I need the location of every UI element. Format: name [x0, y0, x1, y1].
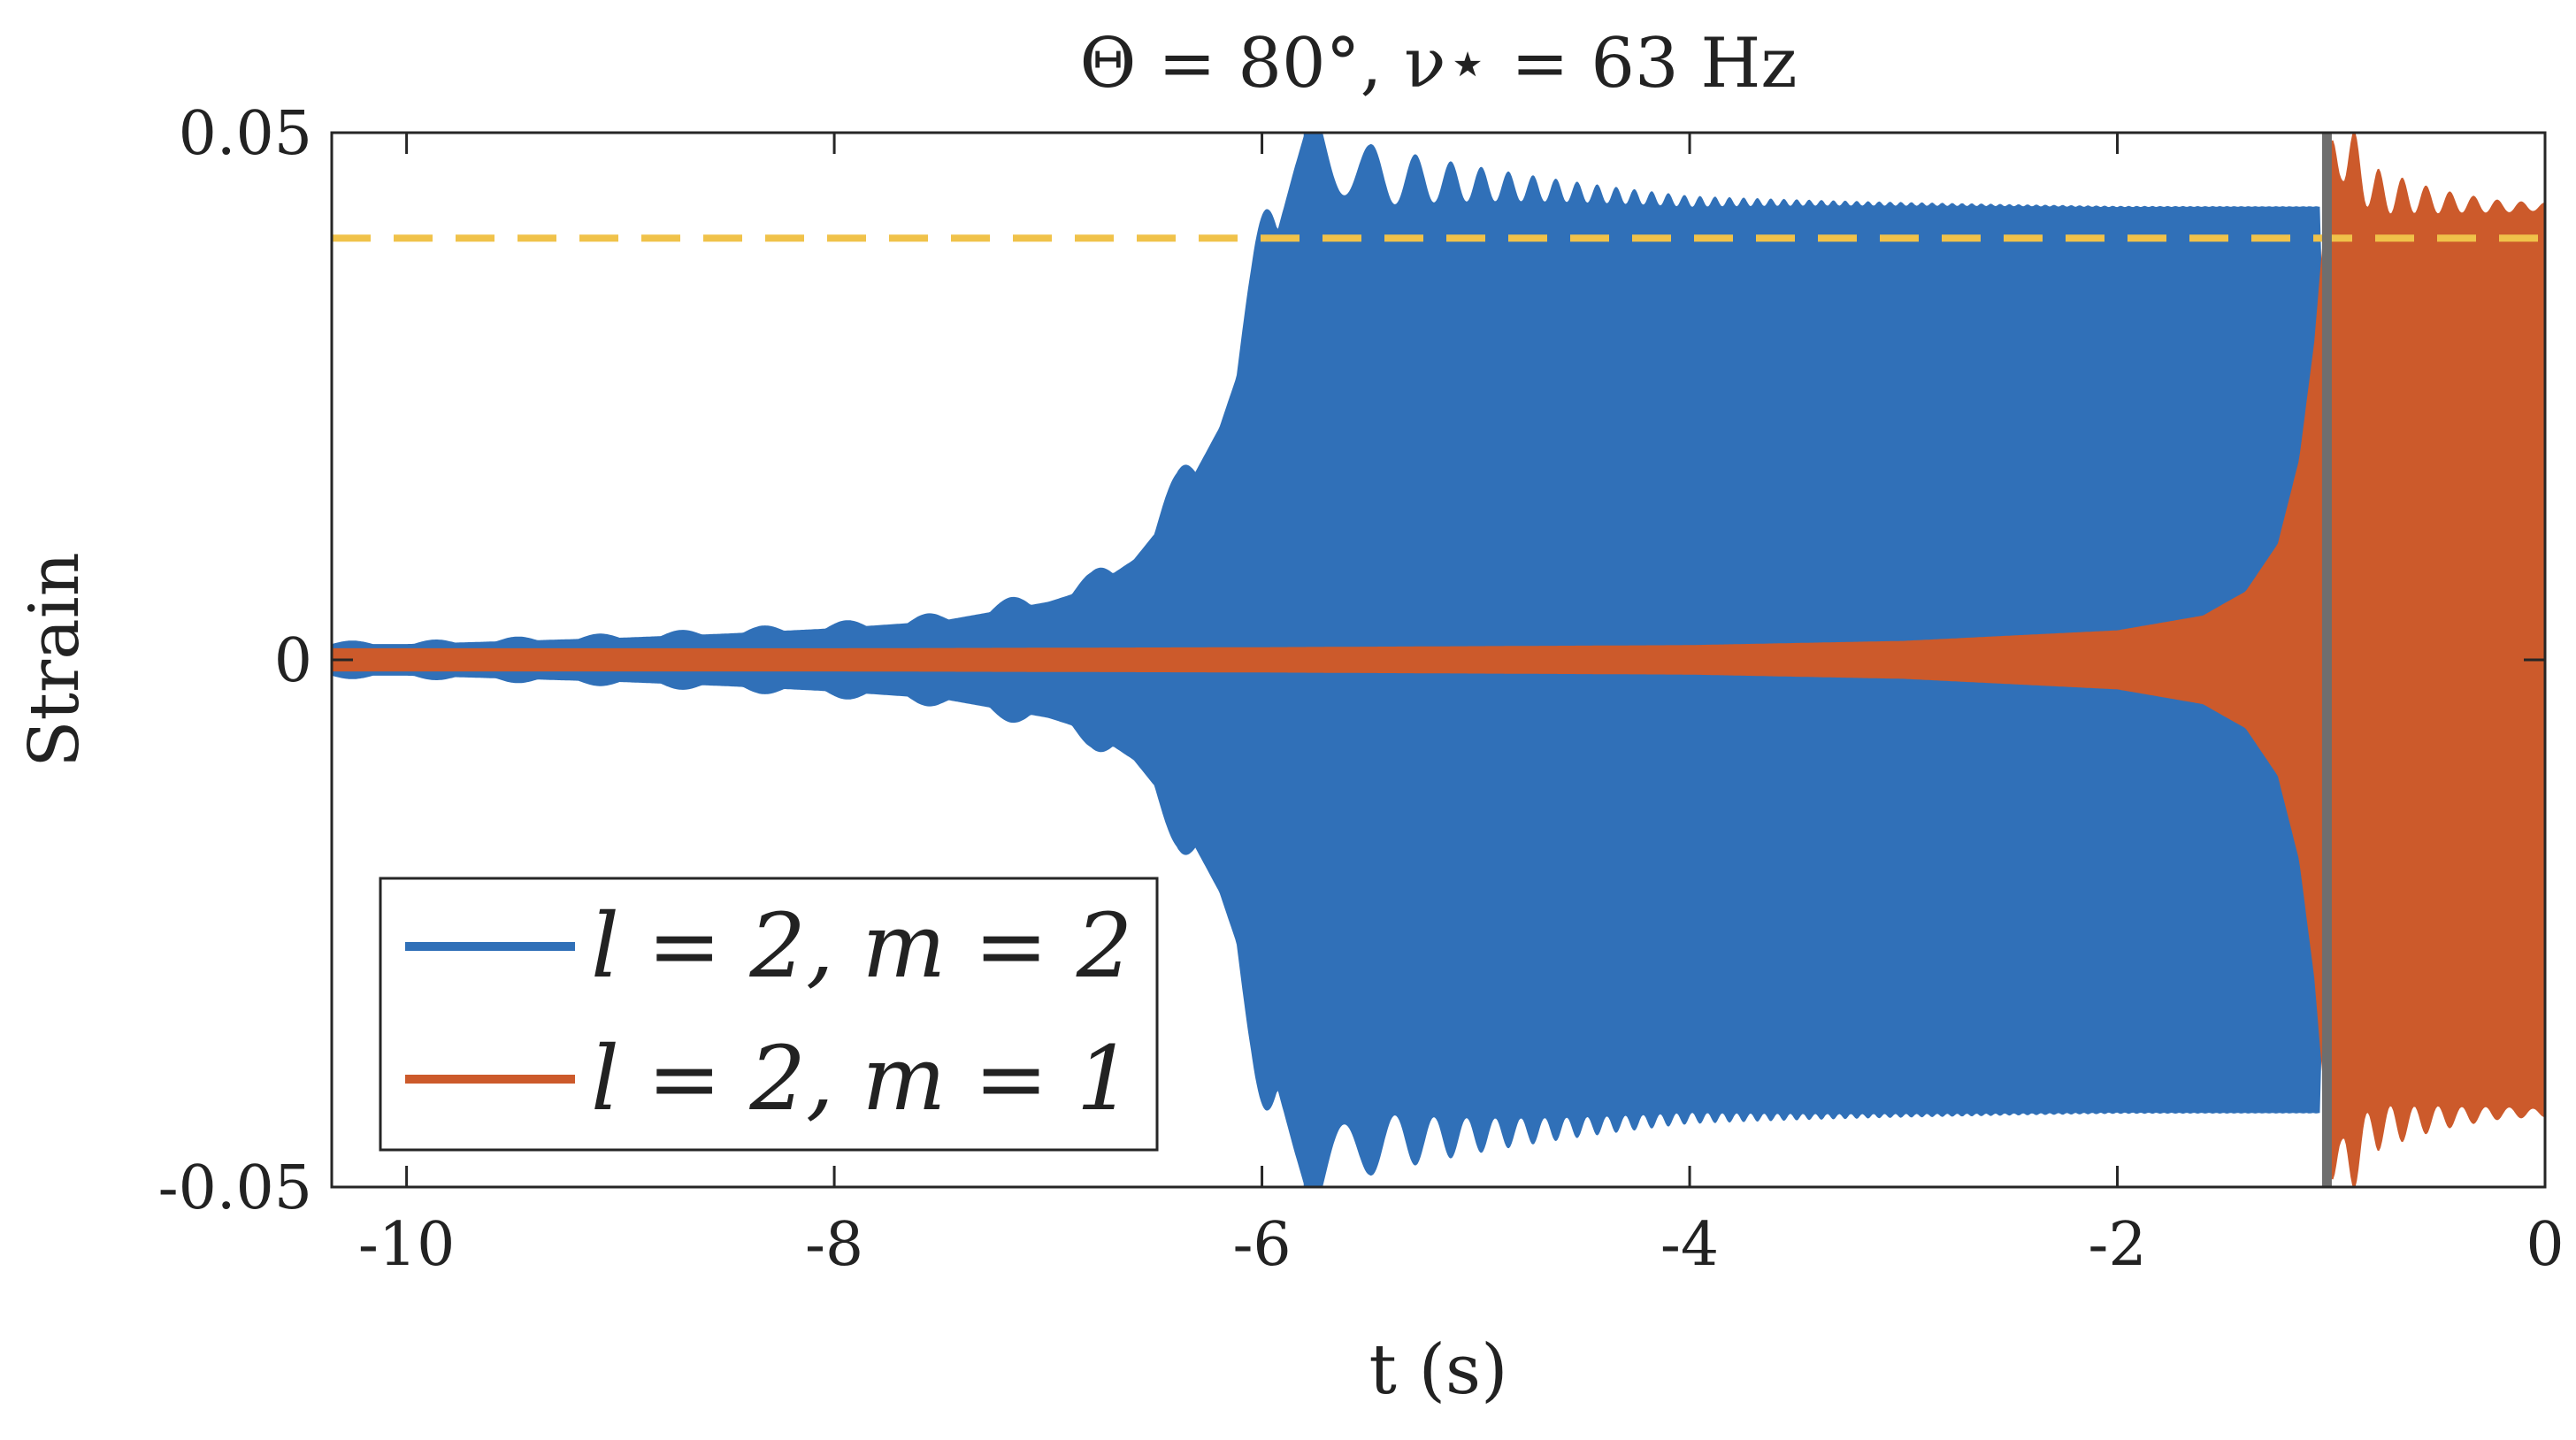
- x-tick-label: -4: [1660, 1210, 1719, 1280]
- x-axis-title: t (s): [1368, 1330, 1507, 1410]
- plot-layer: [332, 133, 2545, 1187]
- x-tick-label: -6: [1232, 1210, 1291, 1280]
- legend: l = 2, m = 2 l = 2, m = 1: [379, 877, 1159, 1152]
- x-tick-label: -2: [2088, 1210, 2146, 1280]
- legend-label-l2m1: l = 2, m = 1: [591, 1027, 1132, 1130]
- y-axis-title: Strain: [15, 552, 95, 768]
- legend-box: [379, 877, 1159, 1152]
- y-tick-label: 0: [274, 626, 312, 696]
- x-tick-label: 0: [2526, 1210, 2564, 1280]
- tick-layer: -10 -8 -6 -4 -2 0 -0.05 0 0.05: [158, 99, 2564, 1280]
- x-tick-label: -10: [358, 1210, 456, 1280]
- legend-label-l2m2: l = 2, m = 2: [591, 894, 1132, 998]
- series-l2m1-band: [332, 133, 2545, 1187]
- chart-title: Θ = 80°, ν⋆ = 63 Hz: [1079, 24, 1797, 103]
- y-tick-label: -0.05: [158, 1153, 312, 1223]
- y-tick-label: 0.05: [179, 99, 312, 169]
- x-tick-label: -8: [805, 1210, 863, 1280]
